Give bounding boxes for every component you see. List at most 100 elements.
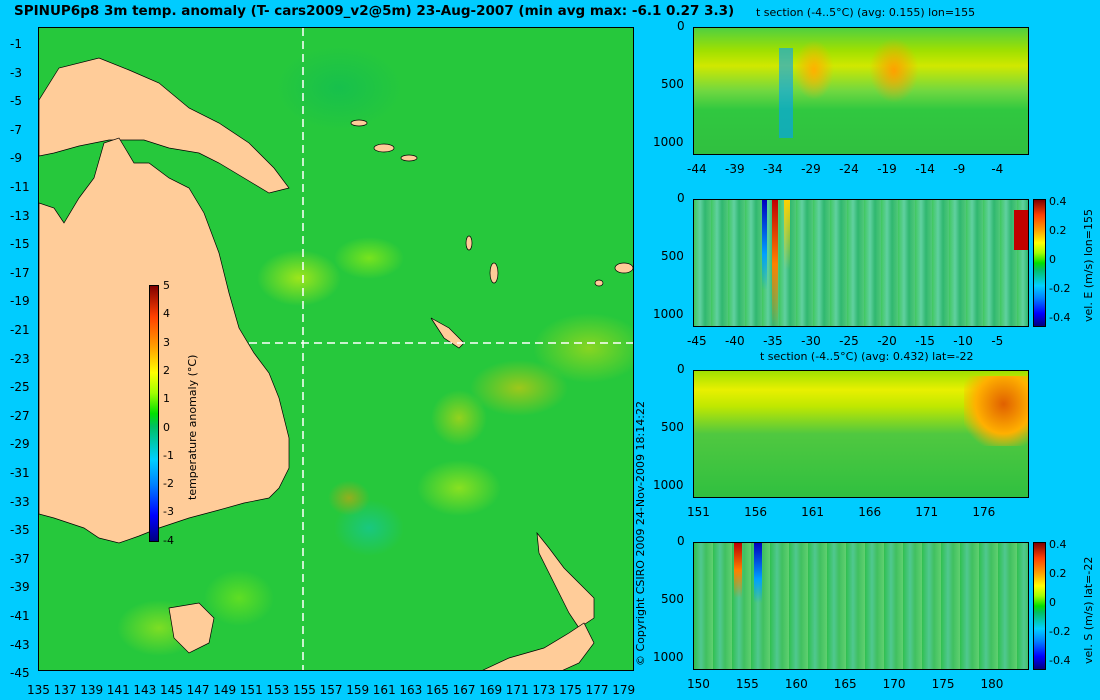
map-lat-tick: -31 <box>10 466 30 480</box>
map-lat-tick: -5 <box>10 94 22 109</box>
section-2-y-tick: 500 <box>661 249 684 263</box>
map-lon-tick: 149 <box>213 683 237 697</box>
section-1-title: t section (-4..5°C) (avg: 0.155) lon=155 <box>756 6 976 19</box>
map-lat-tick: -29 <box>10 437 30 452</box>
copyright-text: © Copyright CSIRO 2009 24-Nov-2009 18:14… <box>634 401 647 666</box>
map-colorbar-tick: -2 <box>163 477 174 491</box>
map-colorbar-tick: 5 <box>163 279 170 292</box>
map-lon-tick: 179 <box>612 683 636 697</box>
map-colorbar-tick: -4 <box>163 533 174 547</box>
map-lat-tick: -39 <box>10 580 30 595</box>
section-2-plot[interactable] <box>693 199 1029 327</box>
section-3-y-tick: 0 <box>677 362 685 376</box>
map-lon-tick: 155 <box>293 683 316 697</box>
section-4-colorbar-tick: 0.4 <box>1049 538 1067 551</box>
map-colorbar-tick: 3 <box>163 335 170 349</box>
section-4-y-tick: 0 <box>677 534 685 548</box>
map-lon-tick: 165 <box>426 683 449 697</box>
tasmania-landmass <box>168 602 215 654</box>
section-2-colorbar-tick: 0 <box>1049 253 1056 266</box>
section-2-colorbar <box>1033 199 1046 327</box>
section-3-y-tick: 1000 <box>653 478 684 492</box>
new-guinea-landmass <box>39 57 290 194</box>
section-2-x-tick: -25 <box>839 334 859 348</box>
section-2-x-tick: -35 <box>763 334 783 348</box>
section-3-land <box>694 371 739 497</box>
section-4-colorbar-tick: -0.2 <box>1049 625 1071 638</box>
island <box>400 154 418 162</box>
section-4-y-tick: 500 <box>661 592 684 606</box>
map-lon-tick: 167 <box>452 683 476 697</box>
section-2-x-tick: -40 <box>725 334 745 348</box>
map-lat-tick: -9 <box>10 151 22 166</box>
section-4-x-tick: 150 <box>687 677 710 691</box>
section-2-x-tick: -5 <box>991 334 1004 348</box>
map-lat-tick: -1 <box>10 37 22 51</box>
map-lon-tick: 147 <box>186 683 210 697</box>
map-colorbar <box>149 285 159 542</box>
section-4-y-tick: 1000 <box>653 650 684 664</box>
section-2-colorbar-tick: -0.4 <box>1049 311 1071 324</box>
section-2-colorbar-label: vel. E (m/s) lon=155 <box>1082 209 1095 322</box>
map-lon-tick: 171 <box>505 683 529 697</box>
page-title: SPINUP6p8 3m temp. anomaly (T- cars2009_… <box>14 3 735 19</box>
map-lon-tick: 151 <box>239 683 263 697</box>
section-1-x-tick: -9 <box>953 162 966 176</box>
section-3-plot[interactable] <box>693 370 1029 498</box>
map-land-svg <box>39 28 633 670</box>
section-3-x-tick: 151 <box>687 505 710 519</box>
map-panel[interactable] <box>38 27 634 671</box>
map-lon-tick: 169 <box>479 683 503 697</box>
map-lat-tick: -41 <box>10 609 30 623</box>
section-4-colorbar-tick: 0 <box>1049 596 1056 609</box>
map-lon-tick: 135 <box>27 683 50 697</box>
map-lon-tick: 145 <box>160 683 183 697</box>
island <box>614 262 633 274</box>
section-4-x-tick: 160 <box>784 677 808 691</box>
section-3-x-tick: 171 <box>915 505 939 519</box>
new-caledonia-landmass <box>430 317 465 349</box>
map-lat-tick: -11 <box>10 180 30 194</box>
section-4-x-tick: 175 <box>931 677 955 691</box>
section-4-x-tick: 155 <box>735 677 759 691</box>
section-1-x-tick: -4 <box>991 162 1004 176</box>
section-2-x-tick: -10 <box>953 334 973 348</box>
section-4-colorbar-tick: -0.4 <box>1049 654 1071 667</box>
map-lat-tick: -25 <box>10 380 30 395</box>
map-colorbar-tick: -1 <box>163 448 174 462</box>
section-1-x-tick: -19 <box>877 162 897 176</box>
section-1-x-tick: -44 <box>687 162 707 176</box>
section-3-title: t section (-4..5°C) (avg: 0.432) lat=-22 <box>760 350 974 363</box>
section-2-colorbar-tick: 0.2 <box>1049 224 1067 237</box>
map-lon-tick: 175 <box>559 683 582 697</box>
section-2-colorbar-tick: -0.2 <box>1049 282 1071 295</box>
map-colorbar-tick: -3 <box>163 505 174 519</box>
map-lat-tick: -13 <box>10 208 30 223</box>
map-lon-tick: 137 <box>53 683 77 697</box>
section-3-x-tick: 161 <box>801 505 825 519</box>
island <box>350 119 368 127</box>
map-lon-tick: 141 <box>106 683 130 697</box>
section-1-plot[interactable] <box>693 27 1029 155</box>
map-colorbar-tick: 4 <box>163 307 170 321</box>
map-lon-tick: 173 <box>532 683 556 697</box>
section-4-colorbar <box>1033 542 1046 670</box>
section-1-y-tick: 0 <box>677 19 685 33</box>
map-lat-tick: -19 <box>10 294 30 309</box>
map-lat-tick: -45 <box>10 666 30 681</box>
map-lon-tick: 177 <box>585 683 609 697</box>
section-1-x-tick: -34 <box>763 162 783 176</box>
new-zealand-south-landmass <box>482 622 595 670</box>
island <box>594 279 604 287</box>
section-4-plot[interactable] <box>693 542 1029 670</box>
map-lat-tick: -27 <box>10 408 30 423</box>
section-4-colorbar-tick: 0.2 <box>1049 567 1067 580</box>
map-colorbar-tick: 2 <box>163 363 170 377</box>
island <box>373 143 395 153</box>
section-1-x-tick: -24 <box>839 162 859 176</box>
island <box>489 262 499 284</box>
map-lon-tick: 163 <box>399 683 423 697</box>
map-colorbar-tick: 1 <box>163 392 170 406</box>
map-lon-tick: 143 <box>133 683 157 697</box>
island <box>465 235 473 251</box>
